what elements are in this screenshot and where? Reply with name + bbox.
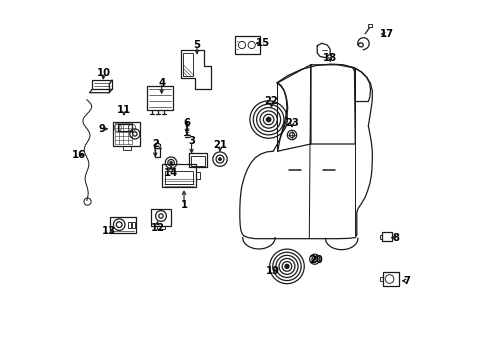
Bar — [379, 235, 381, 239]
Text: 18: 18 — [323, 53, 337, 63]
Bar — [162, 164, 196, 187]
Bar — [380, 277, 383, 281]
Bar — [155, 148, 160, 157]
Bar — [182, 53, 193, 76]
Bar — [127, 222, 130, 228]
Text: 11: 11 — [117, 105, 131, 115]
Bar — [113, 122, 140, 146]
Bar — [196, 172, 200, 179]
Text: 5: 5 — [193, 40, 200, 50]
Text: 10: 10 — [96, 68, 110, 78]
Bar — [235, 36, 259, 54]
Text: 15: 15 — [256, 38, 270, 48]
Bar — [188, 153, 206, 167]
Bar — [383, 272, 399, 286]
Text: 17: 17 — [379, 29, 393, 39]
Bar — [150, 209, 171, 226]
Bar — [157, 226, 164, 229]
Text: 6: 6 — [183, 118, 190, 128]
Bar — [381, 233, 391, 241]
Circle shape — [170, 162, 172, 164]
Text: 13: 13 — [101, 226, 115, 236]
Bar — [367, 24, 371, 27]
Text: 19: 19 — [265, 266, 279, 276]
Text: 1: 1 — [180, 200, 187, 210]
Circle shape — [218, 158, 221, 161]
Text: 7: 7 — [403, 276, 410, 286]
Text: 3: 3 — [188, 136, 195, 146]
Bar — [118, 124, 132, 131]
Bar — [132, 222, 135, 228]
Circle shape — [313, 258, 315, 260]
Text: 22: 22 — [264, 96, 278, 106]
Text: 16: 16 — [72, 150, 86, 160]
Text: 8: 8 — [391, 233, 398, 243]
Text: 14: 14 — [163, 168, 178, 178]
Text: 23: 23 — [285, 118, 298, 128]
Bar — [92, 80, 112, 89]
Circle shape — [289, 132, 294, 138]
Circle shape — [266, 117, 270, 122]
Text: 20: 20 — [309, 255, 323, 265]
Text: 21: 21 — [213, 140, 226, 150]
Text: 2: 2 — [151, 139, 158, 149]
Text: 4: 4 — [158, 78, 165, 88]
Text: 12: 12 — [150, 222, 164, 233]
Bar — [164, 171, 193, 184]
Bar — [122, 146, 130, 150]
Circle shape — [285, 264, 288, 269]
Text: 9: 9 — [99, 124, 105, 134]
Bar — [146, 86, 172, 110]
Bar — [110, 217, 136, 233]
Circle shape — [132, 132, 137, 136]
Bar — [190, 156, 204, 166]
